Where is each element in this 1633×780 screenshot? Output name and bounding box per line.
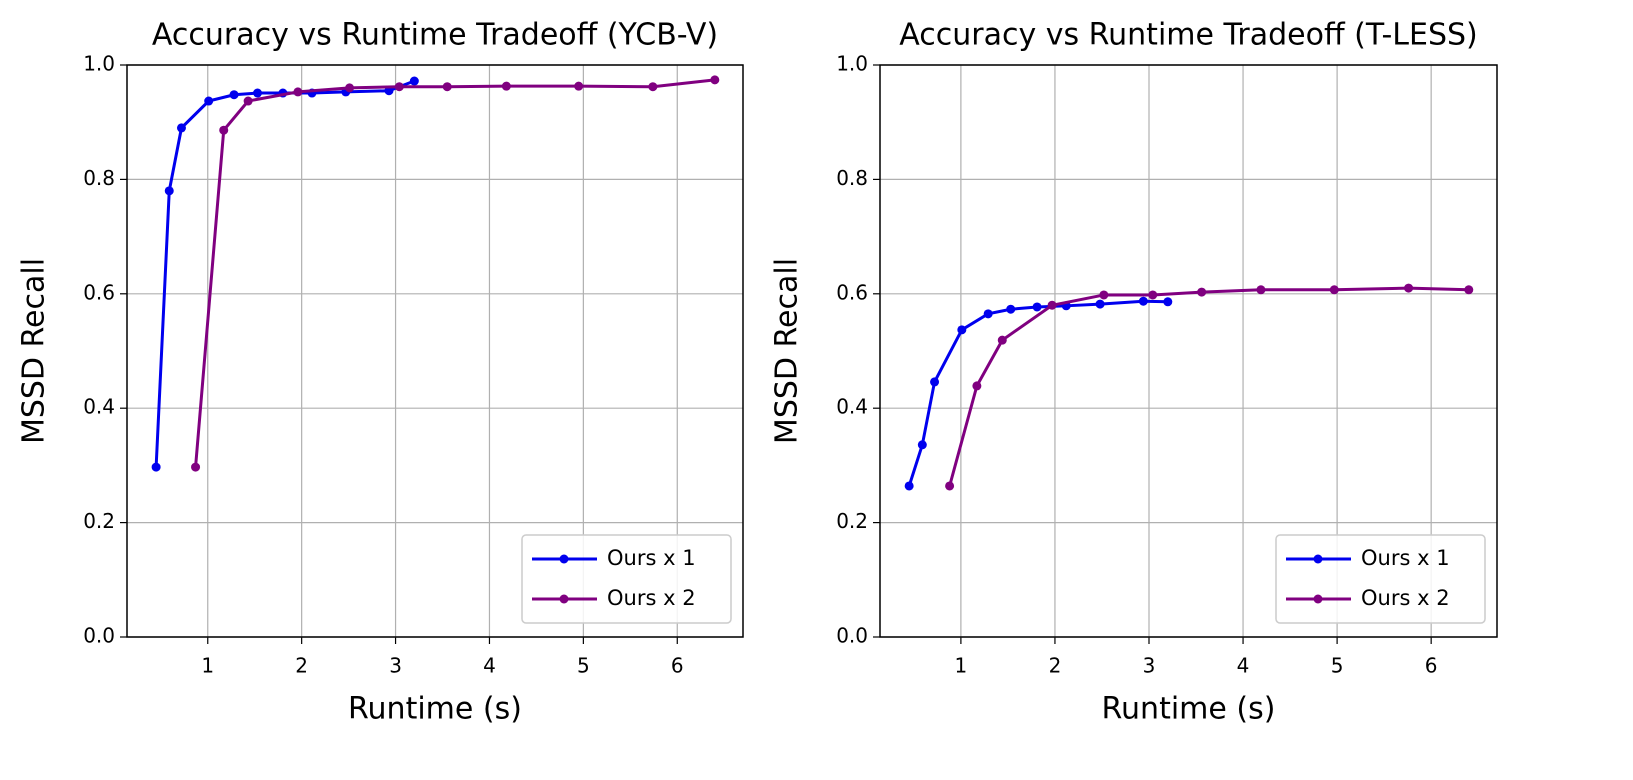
legend-marker xyxy=(559,554,569,564)
data-point xyxy=(151,462,161,472)
data-point xyxy=(972,381,982,391)
chart-title: Accuracy vs Runtime Tradeoff (YCB-V) xyxy=(152,18,718,53)
data-point xyxy=(293,87,303,97)
data-point xyxy=(1032,302,1042,312)
legend-label: Ours x 1 xyxy=(607,546,696,570)
data-point xyxy=(176,123,186,133)
x-tick-label: 4 xyxy=(483,654,496,678)
data-point xyxy=(574,81,584,91)
data-point xyxy=(1329,285,1339,295)
data-point xyxy=(409,76,419,86)
data-point xyxy=(204,96,214,106)
y-tick-label: 0.6 xyxy=(836,280,868,304)
data-point xyxy=(945,481,955,491)
data-point xyxy=(1163,297,1173,307)
legend-marker xyxy=(1313,554,1323,564)
legend-marker xyxy=(1313,594,1323,604)
y-tick-label: 0.8 xyxy=(83,166,115,190)
legend-marker xyxy=(559,594,569,604)
data-point xyxy=(253,88,263,98)
x-axis-label: Runtime (s) xyxy=(1102,692,1276,727)
data-point xyxy=(191,462,201,472)
chart-panel: 1 2 3 4 5 6 0.0 0.2 0.4 0.6 0.8 1.0 Accuracy vs Runt… xyxy=(770,18,1498,727)
x-tick-label: 3 xyxy=(389,654,402,678)
data-point xyxy=(710,75,720,85)
legend: Ours x 1 Ours x 2 xyxy=(521,534,732,624)
x-tick-label: 6 xyxy=(671,654,684,678)
data-point xyxy=(501,81,511,91)
data-point xyxy=(917,440,927,450)
y-tick-label: 0.2 xyxy=(836,509,868,533)
data-point xyxy=(1256,285,1266,295)
chart-panel: 1 2 3 4 5 6 0.0 0.2 0.4 0.6 0.8 1.0 Accuracy vs Runt… xyxy=(17,18,744,727)
y-tick-label: 0.0 xyxy=(83,624,115,648)
data-point xyxy=(1464,285,1474,295)
legend-box xyxy=(1275,534,1486,624)
data-point xyxy=(957,325,967,335)
x-tick-label: 5 xyxy=(1331,654,1344,678)
y-tick-label: 0.6 xyxy=(83,280,115,304)
data-point xyxy=(930,377,940,387)
x-tick-label: 4 xyxy=(1237,654,1250,678)
y-tick-label: 0.4 xyxy=(836,395,868,419)
y-tick-label: 0.0 xyxy=(836,624,868,648)
axes-frame xyxy=(879,64,1498,638)
x-axis-label: Runtime (s) xyxy=(348,692,522,727)
data-point xyxy=(1148,290,1158,300)
legend-label: Ours x 1 xyxy=(1361,546,1450,570)
legend-label: Ours x 2 xyxy=(1361,586,1450,610)
x-tick-label: 6 xyxy=(1425,654,1438,678)
legend-label: Ours x 2 xyxy=(607,586,696,610)
x-tick-label: 2 xyxy=(295,654,308,678)
data-point xyxy=(229,90,239,100)
data-point xyxy=(1095,299,1105,309)
data-point xyxy=(164,186,174,196)
data-point xyxy=(997,335,1007,345)
chart-title: Accuracy vs Runtime Tradeoff (T-LESS) xyxy=(899,18,1478,53)
data-point xyxy=(983,309,993,319)
data-point xyxy=(1138,296,1148,306)
x-tick-label: 3 xyxy=(1143,654,1156,678)
data-point xyxy=(1197,287,1207,297)
y-tick-label: 0.2 xyxy=(83,509,115,533)
data-point xyxy=(394,82,404,92)
axes-frame xyxy=(126,64,744,638)
data-point xyxy=(442,82,452,92)
x-tick-label: 5 xyxy=(577,654,590,678)
y-axis-label: MSSD Recall xyxy=(17,258,52,444)
data-point xyxy=(1006,304,1016,314)
x-tick-label: 2 xyxy=(1049,654,1062,678)
y-tick-label: 1.0 xyxy=(836,52,868,76)
data-point xyxy=(345,83,355,93)
data-point xyxy=(243,96,253,106)
legend-box xyxy=(521,534,732,624)
data-point xyxy=(1404,283,1414,293)
data-point xyxy=(1099,290,1109,300)
y-tick-label: 1.0 xyxy=(83,52,115,76)
y-tick-label: 0.8 xyxy=(836,166,868,190)
data-point xyxy=(904,481,914,491)
y-axis-label: MSSD Recall xyxy=(770,258,805,444)
y-tick-label: 0.4 xyxy=(83,395,115,419)
data-point xyxy=(219,125,229,135)
data-point xyxy=(1047,300,1057,310)
data-point xyxy=(648,82,658,92)
x-tick-label: 1 xyxy=(955,654,968,678)
x-tick-label: 1 xyxy=(201,654,214,678)
legend: Ours x 1 Ours x 2 xyxy=(1275,534,1486,624)
